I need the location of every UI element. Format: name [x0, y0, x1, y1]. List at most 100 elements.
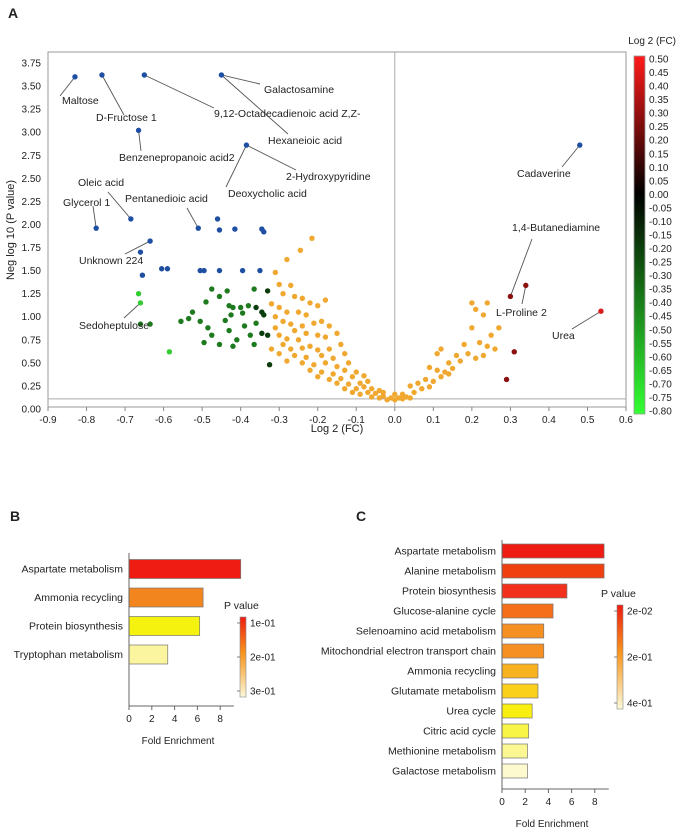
volcano-point	[295, 309, 302, 315]
volcano-point	[407, 383, 413, 389]
enrichment-x-tick: 4	[172, 714, 178, 725]
volcano-point	[197, 267, 203, 274]
volcano-point	[243, 142, 250, 148]
volcano-point	[426, 364, 433, 371]
enrichment-x-tick: 2	[149, 714, 155, 725]
panel-label-c: C	[356, 508, 366, 524]
volcano-point	[326, 376, 332, 383]
volcano-point	[473, 355, 479, 361]
enrichment-bar-label: Mitochondrial electron transport chain	[321, 646, 496, 658]
volcano-annotation-label: D-Fructose 1	[96, 112, 157, 124]
volcano-point	[334, 363, 340, 370]
volcano-point	[326, 346, 332, 352]
colorbar-tick: -0.30	[649, 271, 672, 282]
volcano-point	[434, 350, 440, 357]
volcano-point	[322, 360, 329, 366]
volcano-point	[224, 288, 230, 294]
volcano-point	[507, 293, 514, 300]
volcano-point	[492, 346, 498, 352]
volcano-point	[311, 362, 317, 368]
enrichment-c-axis: 0 2 4 6 8	[499, 540, 609, 808]
volcano-point	[430, 378, 437, 385]
colorbar-tick: 0.10	[649, 163, 669, 174]
enrichment-x-tick: 4	[546, 797, 552, 808]
enrichment-bar-label: Ammonia recycling	[407, 666, 496, 678]
volcano-point	[216, 293, 223, 300]
volcano-point	[264, 288, 271, 294]
volcano-annotation-labels: Maltose D-Fructose 1 9,12-Octadecadienoic …	[62, 84, 600, 342]
volcano-y-tick: 0.50	[22, 358, 42, 369]
volcano-leader-line	[186, 207, 199, 229]
colorbar-tick: -0.65	[649, 366, 672, 377]
volcano-point	[309, 235, 315, 242]
volcano-point	[280, 318, 286, 325]
volcano-point	[303, 312, 309, 318]
volcano-point	[315, 347, 321, 353]
colorbar-tick: -0.05	[649, 203, 672, 214]
enrichment-bar-label: Tryptophan metabolism	[14, 649, 124, 661]
volcano-point	[284, 256, 290, 263]
enrichment-x-tick: 8	[217, 714, 223, 725]
volcano-point	[295, 337, 302, 343]
legend-title: P value	[224, 600, 259, 612]
volcano-point	[457, 358, 464, 364]
enrichment-x-tick: 6	[569, 797, 575, 808]
volcano-point	[197, 318, 203, 325]
volcano-annotation-label: Benzenepropanoic acid2	[119, 152, 235, 164]
enrichment-bar	[501, 583, 568, 599]
volcano-point	[291, 352, 298, 359]
volcano-point	[276, 281, 282, 288]
legend-gradient	[239, 616, 247, 698]
volcano-point	[261, 312, 267, 318]
enrichment-chart-b: Aspartate metabolism Ammonia recycling Pro…	[14, 553, 276, 747]
volcano-leader-line	[225, 144, 247, 188]
volcano-point	[353, 386, 359, 392]
volcano-y-tick: 0.25	[22, 381, 42, 392]
volcano-point	[461, 341, 467, 348]
volcano-point	[372, 390, 379, 397]
volcano-point	[311, 320, 317, 326]
colorbar-tick: -0.15	[649, 231, 672, 242]
volcano-point	[241, 323, 248, 329]
volcano-point	[284, 309, 290, 315]
volcano-annotation-lines	[59, 74, 602, 330]
volcano-leader-line	[123, 302, 141, 319]
enrichment-c-legend: P value 2e-02 2e-01 4e-01	[601, 588, 653, 710]
volcano-x-tick: 0.3	[503, 415, 517, 426]
colorbar-tick: -0.60	[649, 352, 672, 363]
volcano-point	[226, 327, 232, 334]
panel-label-b: B	[10, 508, 20, 524]
volcano-leader-line	[144, 74, 215, 109]
legend-tick: 2e-01	[250, 653, 276, 664]
volcano-leader-line	[561, 144, 581, 168]
volcano-point	[276, 304, 282, 311]
enrichment-bar	[501, 763, 528, 779]
volcano-annotation-label: 1,4-Butanediamine	[512, 222, 600, 234]
enrichment-bar	[501, 663, 539, 679]
enrichment-x-tick: 6	[195, 714, 201, 725]
volcano-annotation-label: Maltose	[62, 95, 99, 107]
volcano-x-tick: 0.2	[465, 415, 479, 426]
volcano-point	[307, 300, 313, 306]
enrichment-bar	[501, 643, 545, 659]
volcano-point	[259, 330, 265, 337]
colorbar-tick: 0.40	[649, 82, 669, 93]
volcano-point	[318, 369, 325, 375]
volcano-y-tick: 1.50	[22, 266, 42, 277]
volcano-point	[253, 304, 259, 311]
enrichment-bar	[128, 587, 204, 608]
volcano-point	[368, 394, 375, 400]
volcano-annotation-label: Sedoheptulose	[79, 320, 149, 332]
volcano-annotation-label: 9,12-Octadecadienoic acid Z,Z-	[214, 108, 361, 120]
volcano-point	[251, 341, 257, 348]
enrichment-bar	[501, 563, 605, 579]
colorbar-tick: -0.40	[649, 298, 672, 309]
volcano-point	[288, 282, 294, 289]
volcano-point	[334, 330, 340, 337]
colorbar-tick: 0.15	[649, 149, 669, 160]
volcano-point	[209, 286, 215, 292]
volcano-y-tick: 3.75	[22, 59, 42, 70]
volcano-leader-line	[92, 205, 97, 229]
volcano-point	[326, 323, 332, 329]
enrichment-bar-label: Aspartate metabolism	[21, 564, 123, 576]
